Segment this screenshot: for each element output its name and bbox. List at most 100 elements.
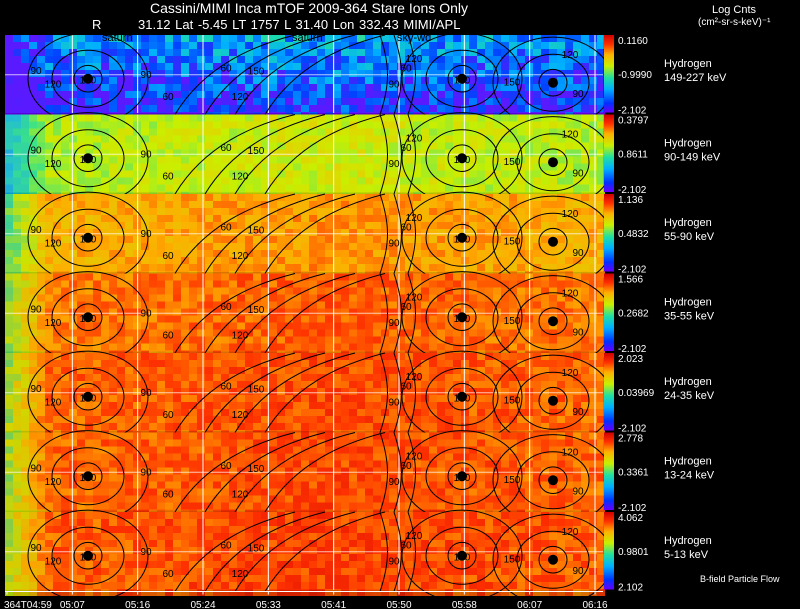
contour-label: 120	[232, 410, 249, 421]
colorbar-max-label: 1.566	[618, 275, 643, 286]
contour-label: 180	[80, 234, 97, 245]
contour-label: 90	[140, 308, 152, 319]
contour-ring	[51, 288, 125, 347]
contour-curve	[264, 34, 386, 115]
contour-label: 60	[400, 540, 412, 551]
contour-label: 90	[572, 486, 584, 497]
contour-label: 60	[400, 381, 412, 392]
x-tick-label: 05:50	[386, 600, 411, 609]
contour-ring	[516, 451, 590, 510]
colorbar-max-label: 4.062	[618, 513, 643, 524]
contour-label: 90	[30, 145, 42, 156]
contour-label: 120	[406, 451, 423, 462]
contour-label: 150	[504, 396, 521, 407]
contour-label: 60	[220, 143, 232, 154]
contour-label: 120	[45, 318, 62, 329]
contour-label: 180	[80, 393, 97, 404]
contour-curve	[407, 432, 416, 513]
contour-label: 120	[232, 331, 249, 342]
contour-curve	[234, 34, 356, 115]
energy-range-label: 13-24 keV	[664, 470, 715, 482]
contour-ring	[447, 541, 477, 570]
field-center-marker	[457, 153, 467, 164]
contour-label: 120	[562, 527, 579, 538]
x-tick-label: 05:41	[321, 600, 346, 609]
contour-ring	[447, 144, 477, 173]
contour-label: 120	[232, 490, 249, 501]
contour-curve	[393, 352, 402, 433]
contour-label: 90	[140, 547, 152, 558]
contour-label: 60	[162, 92, 174, 103]
contour-curve	[234, 352, 356, 433]
contour-curve	[379, 511, 388, 592]
contour-label: 60	[162, 172, 174, 183]
colorbar-max-label: 0.3797	[618, 116, 649, 127]
contour-label: 150	[504, 157, 521, 168]
contour-label: 180	[454, 393, 471, 404]
contour-ring	[51, 526, 125, 585]
field-center-marker	[548, 554, 558, 565]
colorbar	[604, 35, 614, 113]
species-label: Hydrogen	[664, 456, 712, 468]
contour-label: 90	[140, 467, 152, 478]
contour-curve	[174, 432, 296, 513]
contour-label: 120	[562, 447, 579, 458]
contour-label: 150	[248, 146, 265, 157]
contour-label: 90	[572, 248, 584, 259]
contour-label: 60	[220, 381, 232, 392]
contour-ring	[538, 545, 568, 574]
contour-label: 90	[30, 225, 42, 236]
contour-curve	[234, 273, 356, 354]
contour-curve	[264, 193, 386, 274]
contour-label: 90	[388, 556, 400, 567]
field-center-marker	[457, 391, 467, 402]
contour-label: 120	[45, 397, 62, 408]
contour-lines	[27, 191, 614, 288]
contour-ring	[516, 371, 590, 430]
contour-ring	[425, 288, 499, 347]
contour-curve	[174, 114, 296, 195]
contour-label: 60	[220, 302, 232, 313]
field-center-marker	[457, 312, 467, 323]
energy-range-label: 35-55 keV	[664, 311, 715, 323]
contour-curve	[264, 114, 386, 195]
colorbar-mid-label: 0.9801	[618, 547, 649, 558]
contour-curve	[379, 432, 388, 513]
contour-ring	[73, 382, 103, 411]
contour-label: 90	[30, 463, 42, 474]
contour-label: 120	[232, 92, 249, 103]
species-label: Hydrogen	[664, 376, 712, 388]
contour-ring	[516, 212, 590, 271]
contour-label: 120	[45, 556, 62, 567]
x-tick-label: 05:24	[190, 600, 215, 609]
field-center-marker	[457, 232, 467, 243]
contour-ring	[73, 144, 103, 173]
contour-label: 120	[45, 477, 62, 488]
contour-label: 150	[248, 67, 265, 78]
contour-curve	[204, 193, 326, 274]
contour-ring	[516, 133, 590, 192]
contour-label: 120	[406, 54, 423, 65]
contour-ring	[51, 208, 125, 267]
colorbar-max-label: 2.023	[618, 354, 643, 365]
x-tick-label: 05:07	[60, 600, 85, 609]
contour-label: 120	[406, 213, 423, 224]
contour-label: 180	[454, 314, 471, 325]
bfield-note: B-field Particle Flow	[700, 574, 780, 584]
contour-label: 60	[220, 540, 232, 551]
contour-curve	[379, 114, 388, 195]
contour-ring	[538, 148, 568, 176]
contour-ring	[51, 367, 125, 426]
contour-label: 60	[220, 461, 232, 472]
contour-label: 180	[80, 155, 97, 166]
contour-ring	[538, 466, 568, 495]
contour-label: 180	[454, 552, 471, 563]
contour-label: 90	[140, 70, 152, 81]
contour-label: 90	[30, 543, 42, 554]
x-tick-label: 06:16	[582, 600, 607, 609]
contour-curve	[204, 34, 326, 115]
energy-range-label: 55-90 keV	[664, 231, 715, 243]
contour-label: 60	[162, 490, 174, 501]
